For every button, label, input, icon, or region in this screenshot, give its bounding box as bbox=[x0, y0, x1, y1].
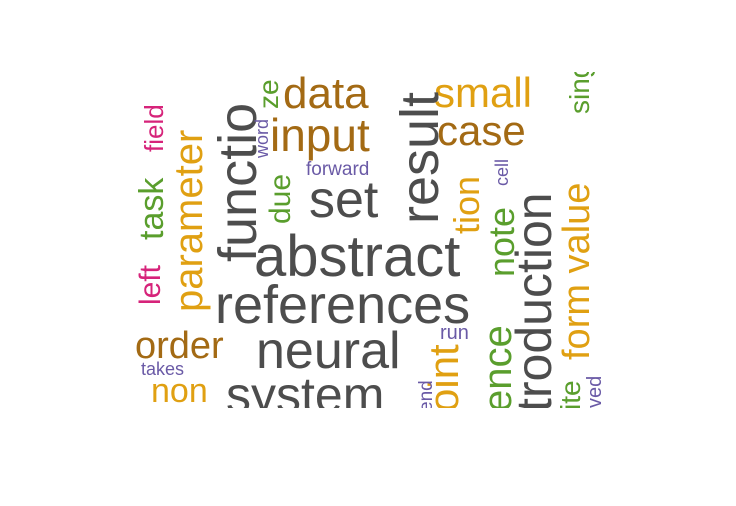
word-form-value: form value bbox=[556, 182, 598, 360]
word-parameter: parameter bbox=[167, 129, 211, 312]
word-data: data bbox=[283, 72, 369, 118]
word-task: task bbox=[133, 177, 171, 240]
word-ite: ite bbox=[555, 380, 586, 408]
word-system: system bbox=[226, 367, 385, 408]
word-forward: forward bbox=[306, 159, 370, 180]
word-sing: sing bbox=[564, 72, 595, 114]
word-case: case bbox=[437, 107, 526, 154]
word-ence: ence bbox=[476, 325, 520, 408]
word-ved: ved bbox=[584, 375, 605, 408]
word-input: input bbox=[270, 109, 370, 161]
word-neural: neural bbox=[256, 322, 401, 380]
word-result: result bbox=[390, 91, 450, 224]
word-abstract: abstract bbox=[254, 224, 461, 289]
word-set: set bbox=[309, 171, 379, 229]
word-due: due bbox=[264, 173, 297, 224]
word-ze: ze bbox=[253, 79, 284, 109]
word-field: field bbox=[139, 104, 169, 152]
word-takes: takes bbox=[141, 359, 185, 379]
word-left: left bbox=[134, 264, 167, 305]
word-tion: tion bbox=[446, 175, 487, 234]
word-cell: cell bbox=[492, 158, 512, 186]
word-order: order bbox=[135, 325, 224, 367]
word-non: non bbox=[151, 372, 208, 408]
word-word: word bbox=[252, 118, 272, 158]
word-run: run bbox=[440, 322, 469, 344]
word-cloud: abstract references neural system set in… bbox=[133, 72, 605, 408]
word-end: end bbox=[416, 380, 437, 408]
word-references: references bbox=[215, 275, 471, 335]
word-note: note bbox=[481, 206, 522, 277]
word-small: small bbox=[434, 72, 533, 116]
